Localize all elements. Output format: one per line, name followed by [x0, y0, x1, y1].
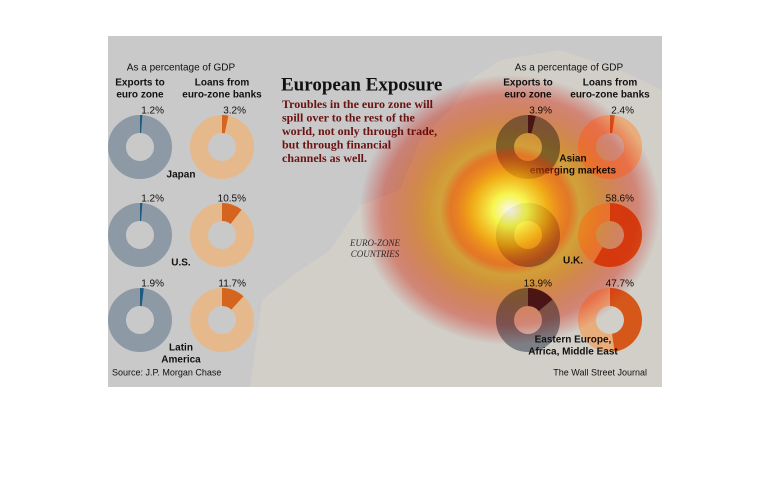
subtitle: spill over to the rest of the — [282, 110, 416, 124]
region-label: Japan — [167, 170, 196, 181]
donut-slice — [140, 288, 144, 307]
column-header: euro-zone banks — [570, 90, 650, 101]
donut-slice — [222, 288, 244, 310]
map-label: COUNTRIES — [351, 249, 400, 259]
value-label: 1.2% — [141, 194, 164, 205]
value-label: 11.7% — [218, 279, 246, 290]
value-label: 47.7% — [606, 279, 634, 290]
subtitle: but through financial — [282, 137, 392, 151]
panel-note: As a percentage of GDP — [127, 63, 236, 74]
subtitle: channels as well. — [282, 151, 367, 165]
donut-slice — [140, 115, 143, 134]
column-header: euro-zone banks — [182, 90, 262, 101]
value-label: 1.9% — [141, 279, 164, 290]
region-label: America — [161, 355, 201, 366]
region-label: Eastern Europe, — [535, 335, 612, 346]
region-label: U.S. — [171, 258, 191, 269]
column-header: Exports to — [115, 78, 164, 89]
donut-slice — [222, 115, 229, 134]
region-label: U.K. — [563, 256, 583, 267]
value-label: 13.9% — [524, 279, 552, 290]
value-label: 2.4% — [611, 106, 634, 117]
value-label: 3.9% — [529, 106, 552, 117]
subtitle: Troubles in the euro zone will — [282, 97, 434, 111]
column-header: Exports to — [503, 78, 552, 89]
column-header: euro zone — [504, 90, 552, 101]
region-label: Asian — [559, 154, 586, 165]
column-header: Loans from — [195, 78, 250, 89]
subtitle: world, not only through trade, — [282, 124, 437, 138]
region-label: Latin — [169, 343, 193, 354]
value-label: 10.5% — [218, 194, 246, 205]
title: European Exposure — [281, 74, 442, 95]
column-header: Loans from — [583, 78, 638, 89]
region-label: Africa, Middle East — [528, 347, 618, 358]
source: Source: J.P. Morgan Chase — [112, 367, 221, 377]
donut-slice — [222, 203, 242, 224]
value-label: 3.2% — [223, 106, 246, 117]
panel-note: As a percentage of GDP — [515, 63, 624, 74]
column-header: euro zone — [116, 90, 164, 101]
value-label: 1.2% — [141, 106, 164, 117]
heatmap — [440, 145, 580, 275]
credit: The Wall Street Journal — [553, 367, 647, 377]
map-label: EURO-ZONE — [349, 238, 400, 248]
donut-slice — [140, 203, 143, 222]
value-label: 58.6% — [606, 194, 634, 205]
